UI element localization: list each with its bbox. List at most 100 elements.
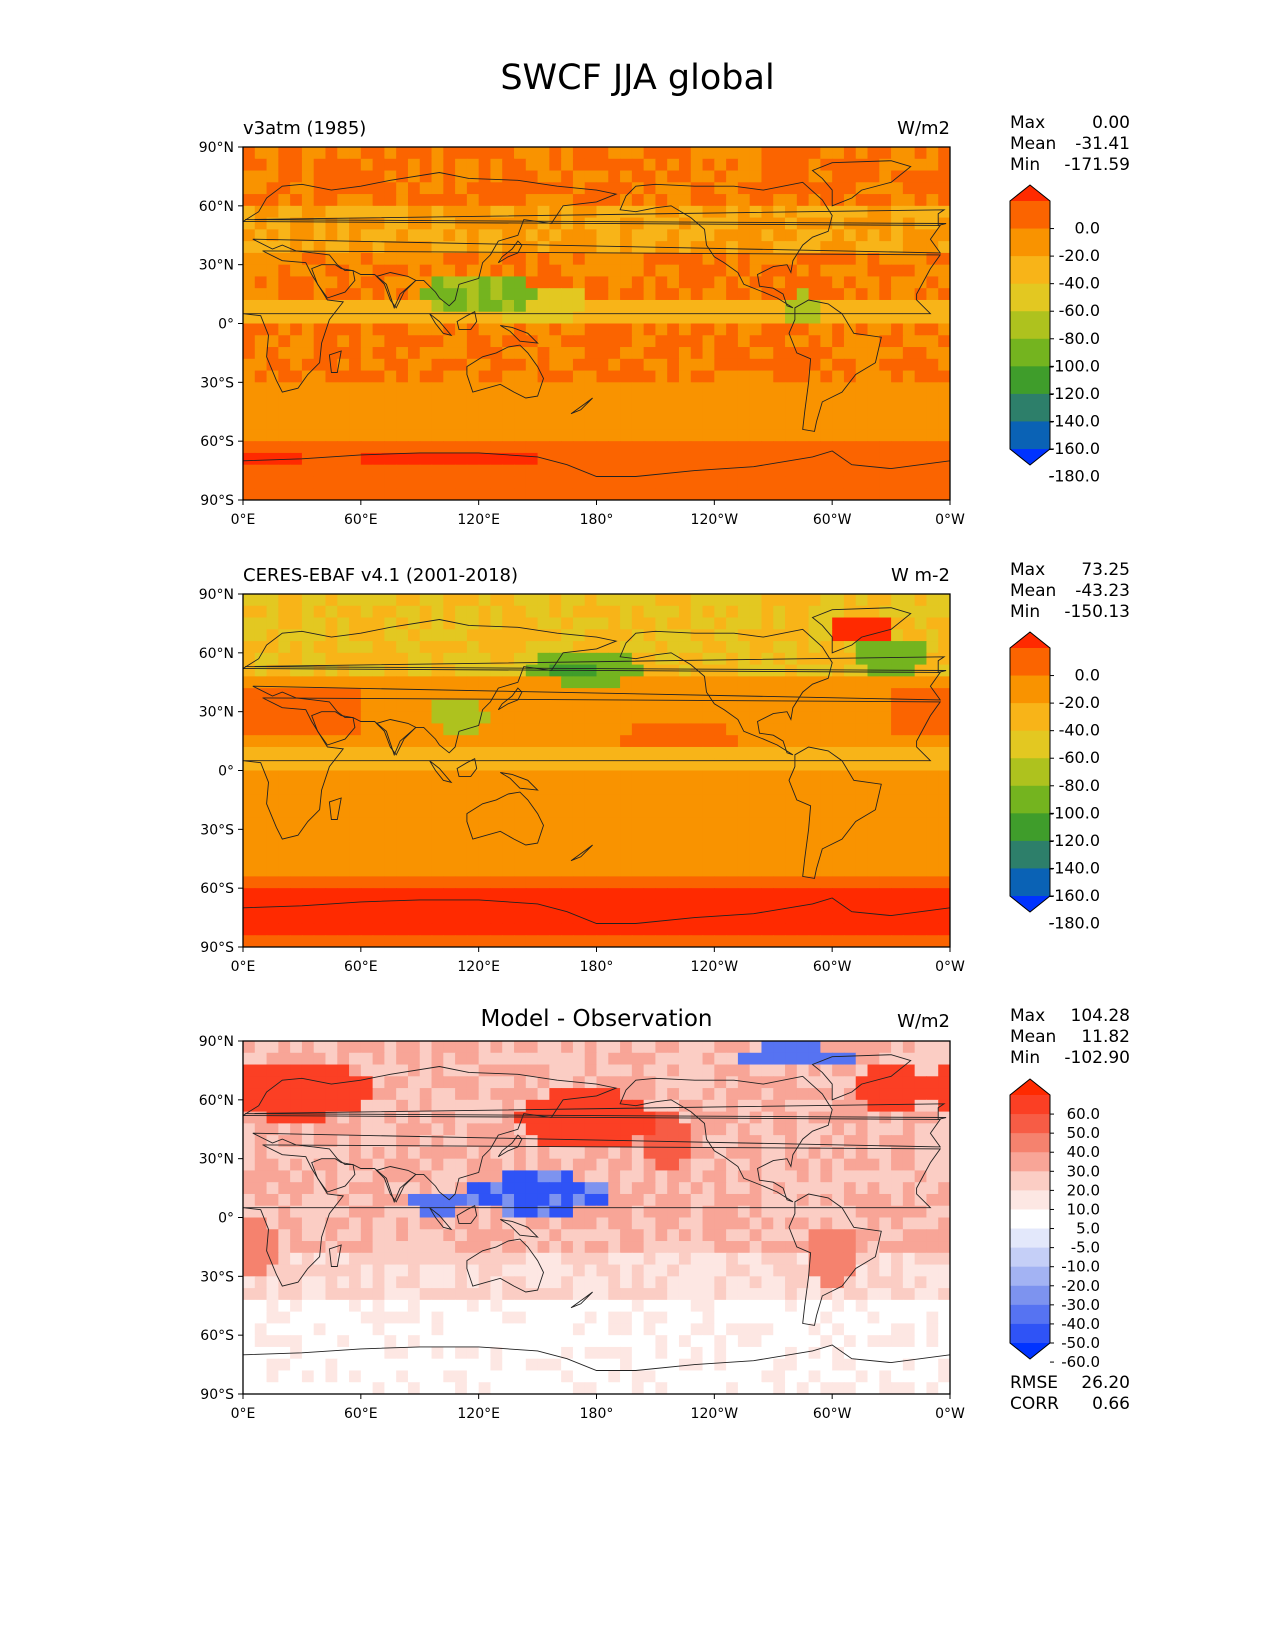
field-cell [820,441,833,454]
field-cell [620,464,633,478]
field-cell [620,888,633,901]
field-cell [902,841,916,854]
field-cell [820,1123,833,1136]
field-cell [313,158,327,172]
field-cell [466,923,480,936]
field-cell [525,699,539,713]
coastline [788,299,882,432]
field-cell [879,1099,892,1113]
field-cell [655,1193,668,1207]
field-cell [879,1217,892,1230]
field-cell [325,370,338,383]
field-cell [867,370,880,383]
field-cell [349,205,362,219]
field-cell [502,311,515,325]
field-cell [914,911,928,925]
field-cell [514,382,527,395]
field-cell [360,829,374,842]
field-cell [572,229,586,242]
field-cell [431,1111,444,1124]
field-cell [537,358,550,372]
field-cell [455,182,468,195]
field-cell [419,1076,433,1089]
field-cell [843,723,857,736]
field-cell [631,347,645,360]
field-cell [726,876,739,889]
field-cell [584,241,598,254]
field-cell [702,241,715,254]
field-cell [243,1182,256,1195]
field-cell [561,1088,574,1101]
field-cell [667,252,680,266]
field-cell [820,1041,833,1054]
field-cell [514,464,527,478]
field-cell [525,370,539,383]
field-cell [419,911,433,925]
field-cell [490,711,503,725]
field-cell [325,158,338,172]
field-cell [525,276,539,289]
field-cell [820,370,833,383]
field-cell [749,1205,763,1219]
field-cell [832,1064,845,1077]
field-cell [360,817,374,830]
field-cell [502,358,515,372]
field-cell [301,1264,315,1277]
field-cell [455,923,468,936]
field-cell [796,311,810,325]
field-cell [266,652,279,666]
field-cell [596,311,609,325]
coastline [619,181,833,309]
field-cell [419,605,433,619]
field-cell [431,311,444,325]
field-cell [290,417,303,430]
field-cell [690,347,704,360]
field-cell [655,205,668,219]
colorbar-segment [1010,675,1050,704]
field-cell [914,1193,928,1207]
field-cell [596,394,609,407]
field-cell [608,652,621,666]
field-cell [549,429,562,442]
field-cell [631,935,645,947]
field-cell [902,370,916,383]
field-cell [313,205,327,219]
field-cell [372,158,385,172]
field-cell [643,641,657,654]
field-cell [278,170,291,183]
field-cell [749,1193,763,1207]
field-cell [337,194,350,207]
field-cell [455,405,468,419]
field-cell [443,805,456,819]
field-cell [702,1076,715,1089]
field-cell [785,817,798,830]
field-cell [891,782,904,795]
field-cell [537,1241,550,1254]
field-cell [690,899,704,913]
field-cell [796,876,810,889]
field-cell [596,1170,609,1183]
field-cell [313,676,327,689]
field-cell [549,264,562,278]
field-cell [843,829,857,842]
field-cell [891,629,904,642]
field-cell [443,323,456,336]
field-cell [820,205,833,219]
field-cell [584,617,598,630]
field-cell [655,911,668,925]
field-cell [396,629,409,642]
field-cell [690,1088,704,1101]
field-cell [325,617,338,630]
field-cell [514,770,527,783]
field-cell [643,170,657,183]
field-cell [902,1064,916,1077]
field-cell [879,1123,892,1136]
field-cell [266,782,279,795]
field-cell [349,1111,362,1124]
field-cell [832,217,845,230]
field-cell [349,229,362,242]
field-cell [360,746,374,760]
field-cell [785,841,798,854]
field-cell [407,229,421,242]
field-cell [726,170,739,183]
